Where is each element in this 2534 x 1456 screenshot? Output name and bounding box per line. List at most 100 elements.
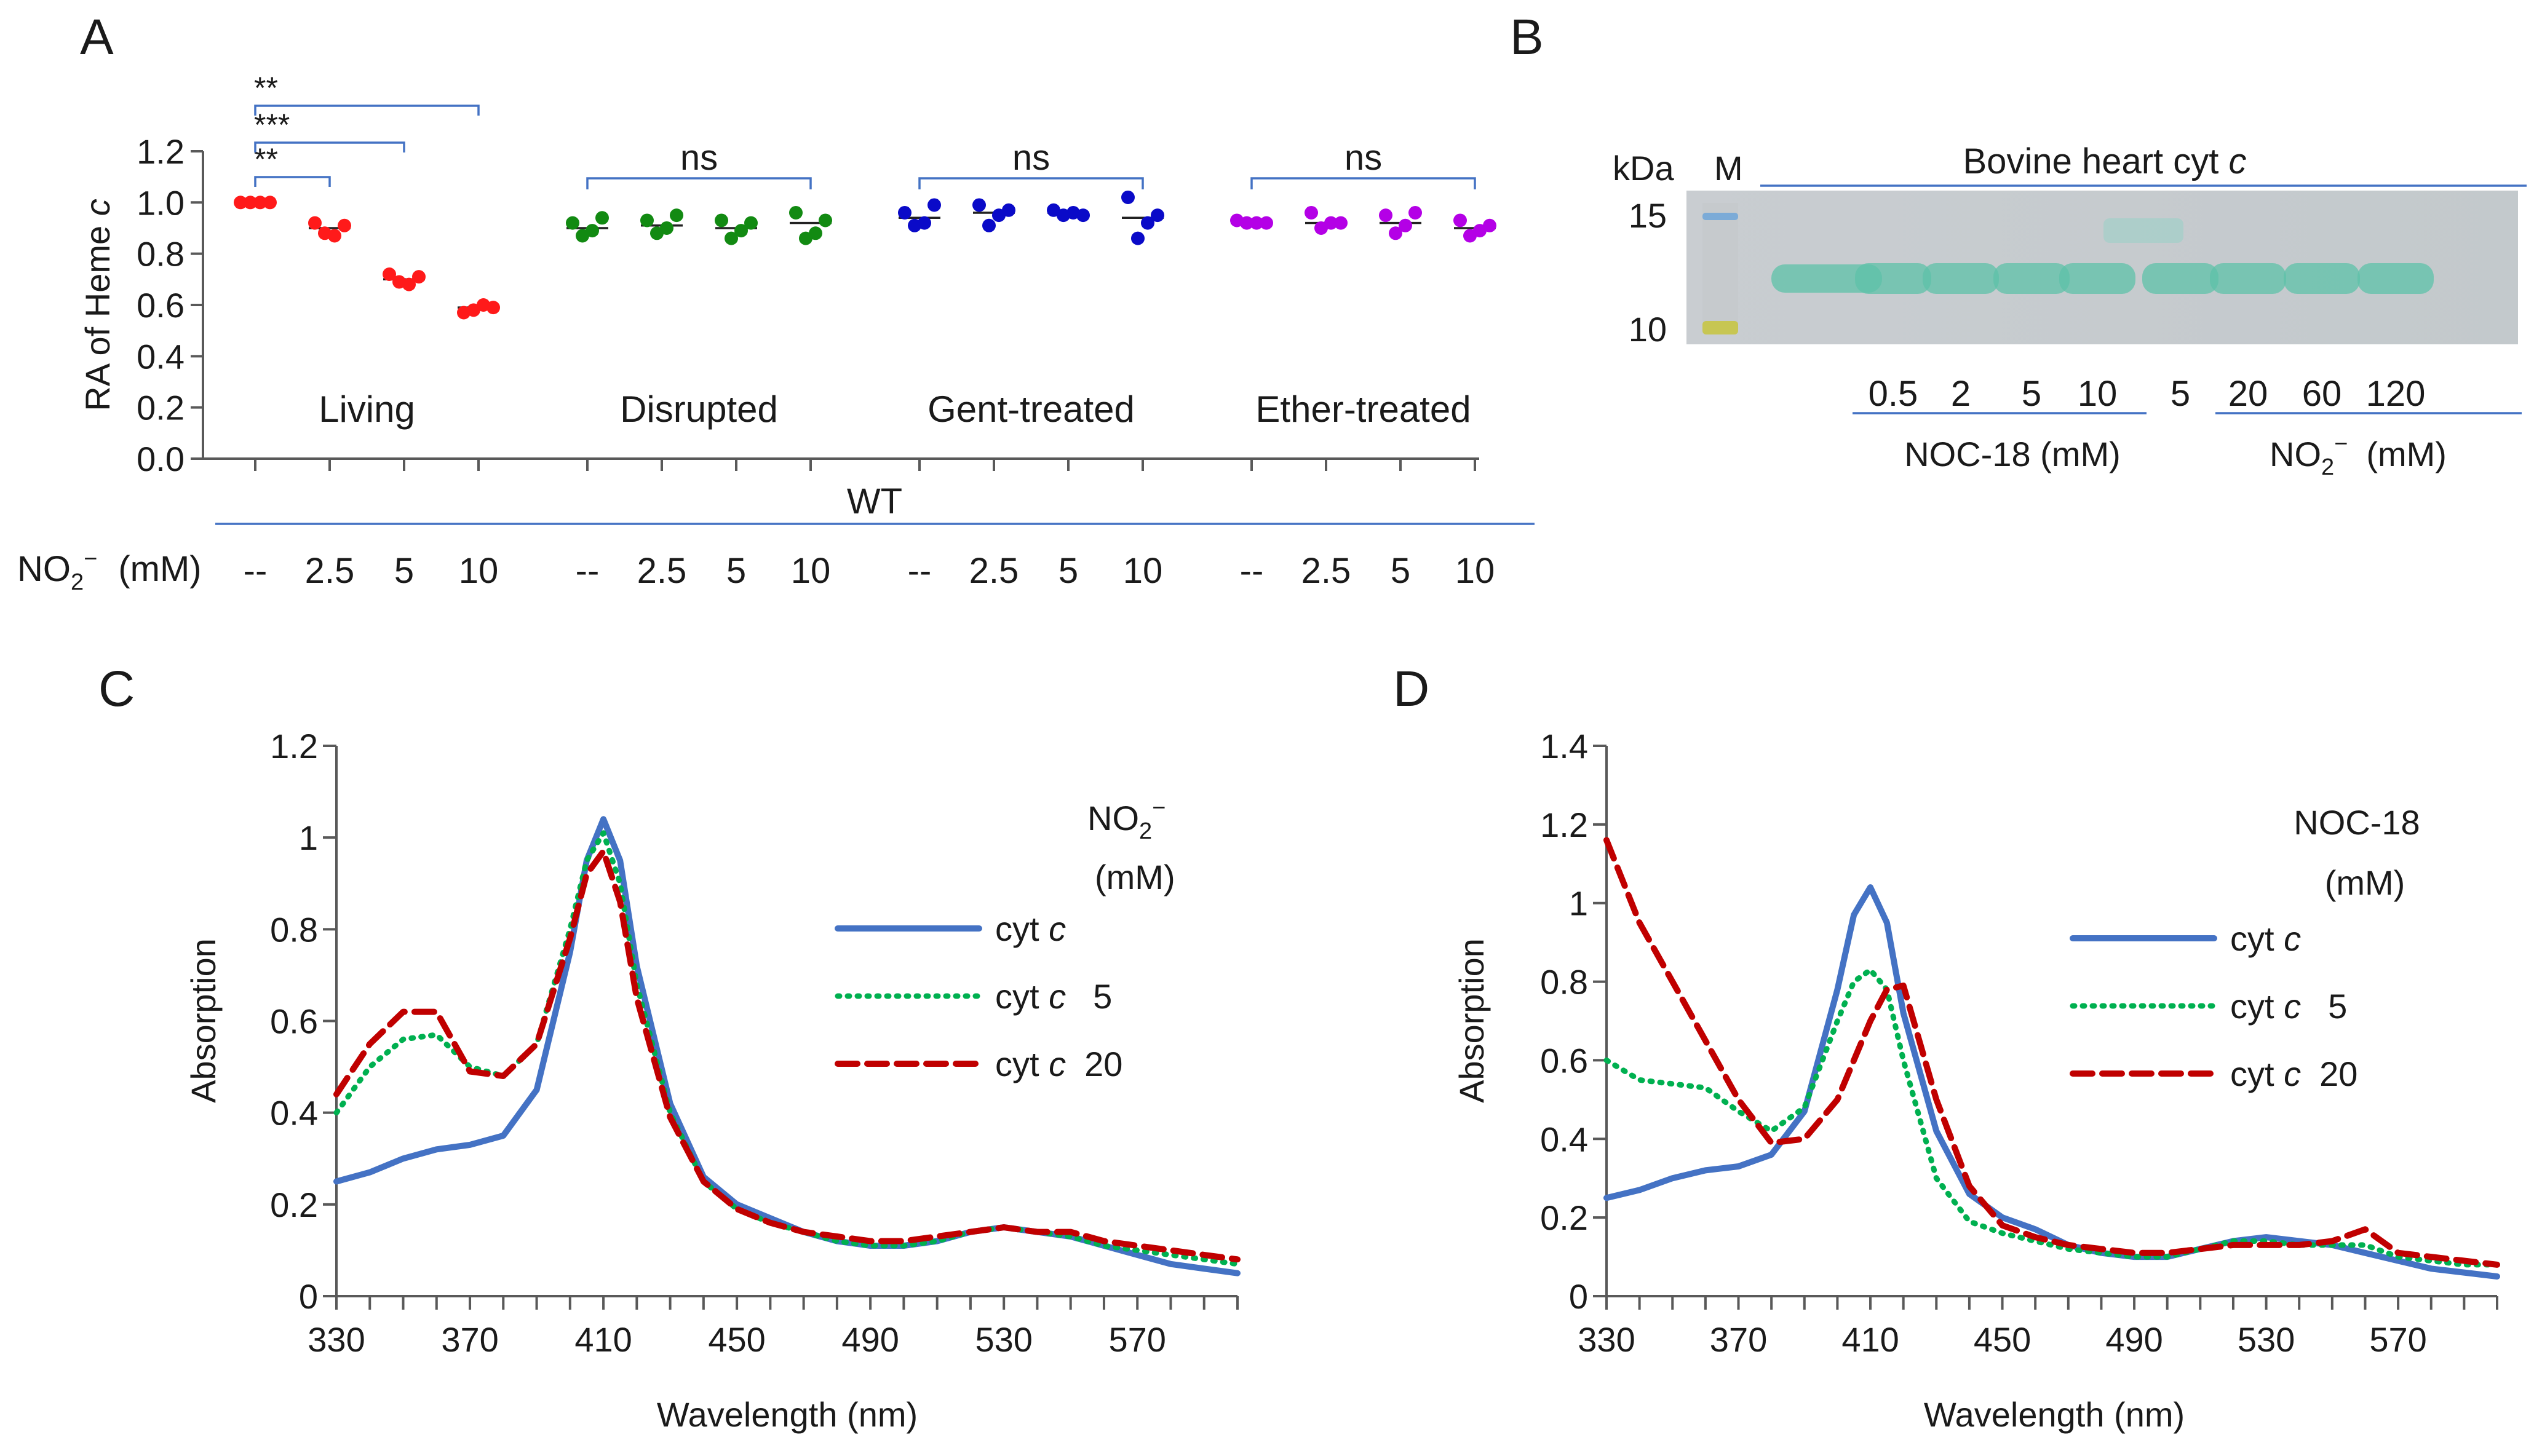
group-label: Living bbox=[319, 389, 415, 430]
panel-c-y-axis-label: Absorption bbox=[184, 938, 223, 1103]
panel-a-y-tick-label: 0.2 bbox=[137, 389, 185, 427]
panel-letter-a: A bbox=[80, 9, 114, 65]
living-bracket bbox=[254, 105, 480, 116]
y-tick-label: 1.4 bbox=[1540, 727, 1588, 766]
marker-lane bbox=[1702, 203, 1738, 326]
data-point bbox=[263, 196, 277, 210]
significance-label: ns bbox=[1012, 138, 1050, 178]
data-point bbox=[338, 218, 351, 232]
concentration-label: 5 bbox=[1058, 551, 1078, 591]
x-tick-label: 330 bbox=[1578, 1320, 1635, 1359]
spectrum-line bbox=[1603, 884, 2500, 1280]
data-point bbox=[1250, 216, 1263, 230]
spectrum-line bbox=[333, 848, 1241, 1263]
significance-label: ns bbox=[680, 138, 718, 178]
panel-letter-b: B bbox=[1510, 9, 1544, 65]
data-point bbox=[898, 205, 912, 220]
living-bracket bbox=[254, 141, 405, 152]
data-point bbox=[487, 301, 500, 315]
panel-a-y-axis-label: RA of Heme c bbox=[78, 199, 117, 411]
concentration-label: -- bbox=[908, 551, 932, 591]
wt-label: WT bbox=[847, 481, 902, 521]
x-tick-label: 410 bbox=[1841, 1320, 1899, 1359]
gel-band bbox=[2059, 263, 2135, 294]
concentration-label: -- bbox=[1240, 551, 1264, 591]
gel-band bbox=[1771, 264, 1882, 293]
data-point bbox=[725, 231, 738, 245]
y-tick-label: 0.2 bbox=[270, 1185, 318, 1224]
gel-band bbox=[2142, 263, 2218, 294]
y-tick-label: 0 bbox=[299, 1277, 318, 1316]
significance-bracket bbox=[918, 177, 1144, 189]
data-point bbox=[1389, 226, 1402, 240]
concentration-label: 2.5 bbox=[1301, 551, 1351, 591]
y-tick-label: 0.4 bbox=[1540, 1120, 1588, 1158]
data-point bbox=[744, 216, 758, 230]
gel-bands bbox=[1771, 263, 2434, 294]
data-point bbox=[1379, 208, 1392, 223]
concentration-label: 2.5 bbox=[969, 551, 1019, 591]
x-tick-label: 410 bbox=[574, 1320, 632, 1359]
data-point bbox=[308, 216, 322, 230]
panel-a-dot-plot: 0.00.20.40.60.81.01.2 ns ns ns******* Livi… bbox=[17, 71, 1535, 595]
y-tick-label: 0.2 bbox=[1540, 1198, 1588, 1237]
x-tick-label: 530 bbox=[975, 1320, 1032, 1359]
concentration-label: 5 bbox=[726, 551, 746, 591]
kda-label: kDa bbox=[1613, 149, 1674, 188]
y-tick-label: 0.8 bbox=[1540, 963, 1588, 1002]
living-bracket bbox=[254, 176, 331, 187]
gel-lane-labels: 0.5 2 5 10 5 20 60 120 bbox=[1869, 374, 2426, 414]
significance-label: ns bbox=[1344, 138, 1382, 178]
panel-a-brackets: ns ns ns******* bbox=[254, 71, 1476, 189]
lane-label: 60 bbox=[2302, 374, 2342, 414]
y-tick-label: 0.6 bbox=[270, 1002, 318, 1041]
panel-a-x-ticks bbox=[254, 459, 1476, 471]
data-point bbox=[586, 224, 599, 238]
panel-d-legend-title: NOC-18 bbox=[2294, 803, 2420, 842]
data-point bbox=[734, 224, 748, 238]
concentration-label: 2.5 bbox=[305, 551, 355, 591]
panel-a-y-tick-label: 0.8 bbox=[137, 235, 185, 274]
spectrum-line bbox=[1603, 967, 2500, 1268]
y-tick-label: 0.4 bbox=[270, 1094, 318, 1133]
data-point bbox=[1076, 208, 1090, 223]
concentration-label: 2.5 bbox=[637, 551, 687, 591]
lane-label: 0.5 bbox=[1869, 374, 1918, 414]
legend-label: cyt c bbox=[2230, 919, 2301, 958]
data-point bbox=[595, 211, 609, 225]
living-bracket-label: ** bbox=[254, 71, 278, 105]
x-tick-label: 570 bbox=[1109, 1320, 1166, 1359]
living-bracket-label: *** bbox=[254, 108, 290, 142]
data-point bbox=[1141, 216, 1154, 230]
panel-d-legend-unit: (mM) bbox=[2325, 863, 2405, 902]
x-tick-label: 450 bbox=[1974, 1320, 2031, 1359]
data-point bbox=[660, 221, 673, 235]
y-tick-label: 1.2 bbox=[1540, 805, 1588, 844]
concentration-label: -- bbox=[576, 551, 600, 591]
panel-a-group-labels: Living Disrupted Gent-treated Ether-treated bbox=[319, 389, 1471, 430]
data-point bbox=[1453, 213, 1467, 228]
marker-label: M bbox=[1714, 149, 1743, 188]
group-label: Ether-treated bbox=[1255, 389, 1471, 430]
panel-b-gel: kDa M Bovine heart cyt c 15 10 0.5 2 5 10 5 2… bbox=[1613, 141, 2527, 480]
data-point bbox=[819, 213, 832, 228]
panel-d-y-axis-label: Absorption bbox=[1452, 938, 1491, 1103]
x-tick-label: 370 bbox=[1710, 1320, 1767, 1359]
x-tick-label: 370 bbox=[441, 1320, 498, 1359]
y-tick-label: 1 bbox=[299, 818, 318, 857]
concentration-label: -- bbox=[244, 551, 268, 591]
data-point bbox=[972, 198, 986, 212]
data-point bbox=[383, 267, 396, 281]
data-point bbox=[1260, 216, 1273, 230]
panel-c-legend-title: NO2− bbox=[1087, 795, 1166, 844]
data-point bbox=[253, 196, 267, 210]
gel-title: Bovine heart cyt c bbox=[1963, 141, 2247, 181]
data-point bbox=[1324, 216, 1338, 230]
lane-label: 20 bbox=[2228, 374, 2268, 414]
panel-letter-c: C bbox=[98, 661, 135, 717]
data-point bbox=[566, 216, 579, 230]
data-point bbox=[809, 226, 822, 240]
gel-band bbox=[2284, 263, 2360, 294]
living-bracket-label: ** bbox=[254, 142, 278, 176]
